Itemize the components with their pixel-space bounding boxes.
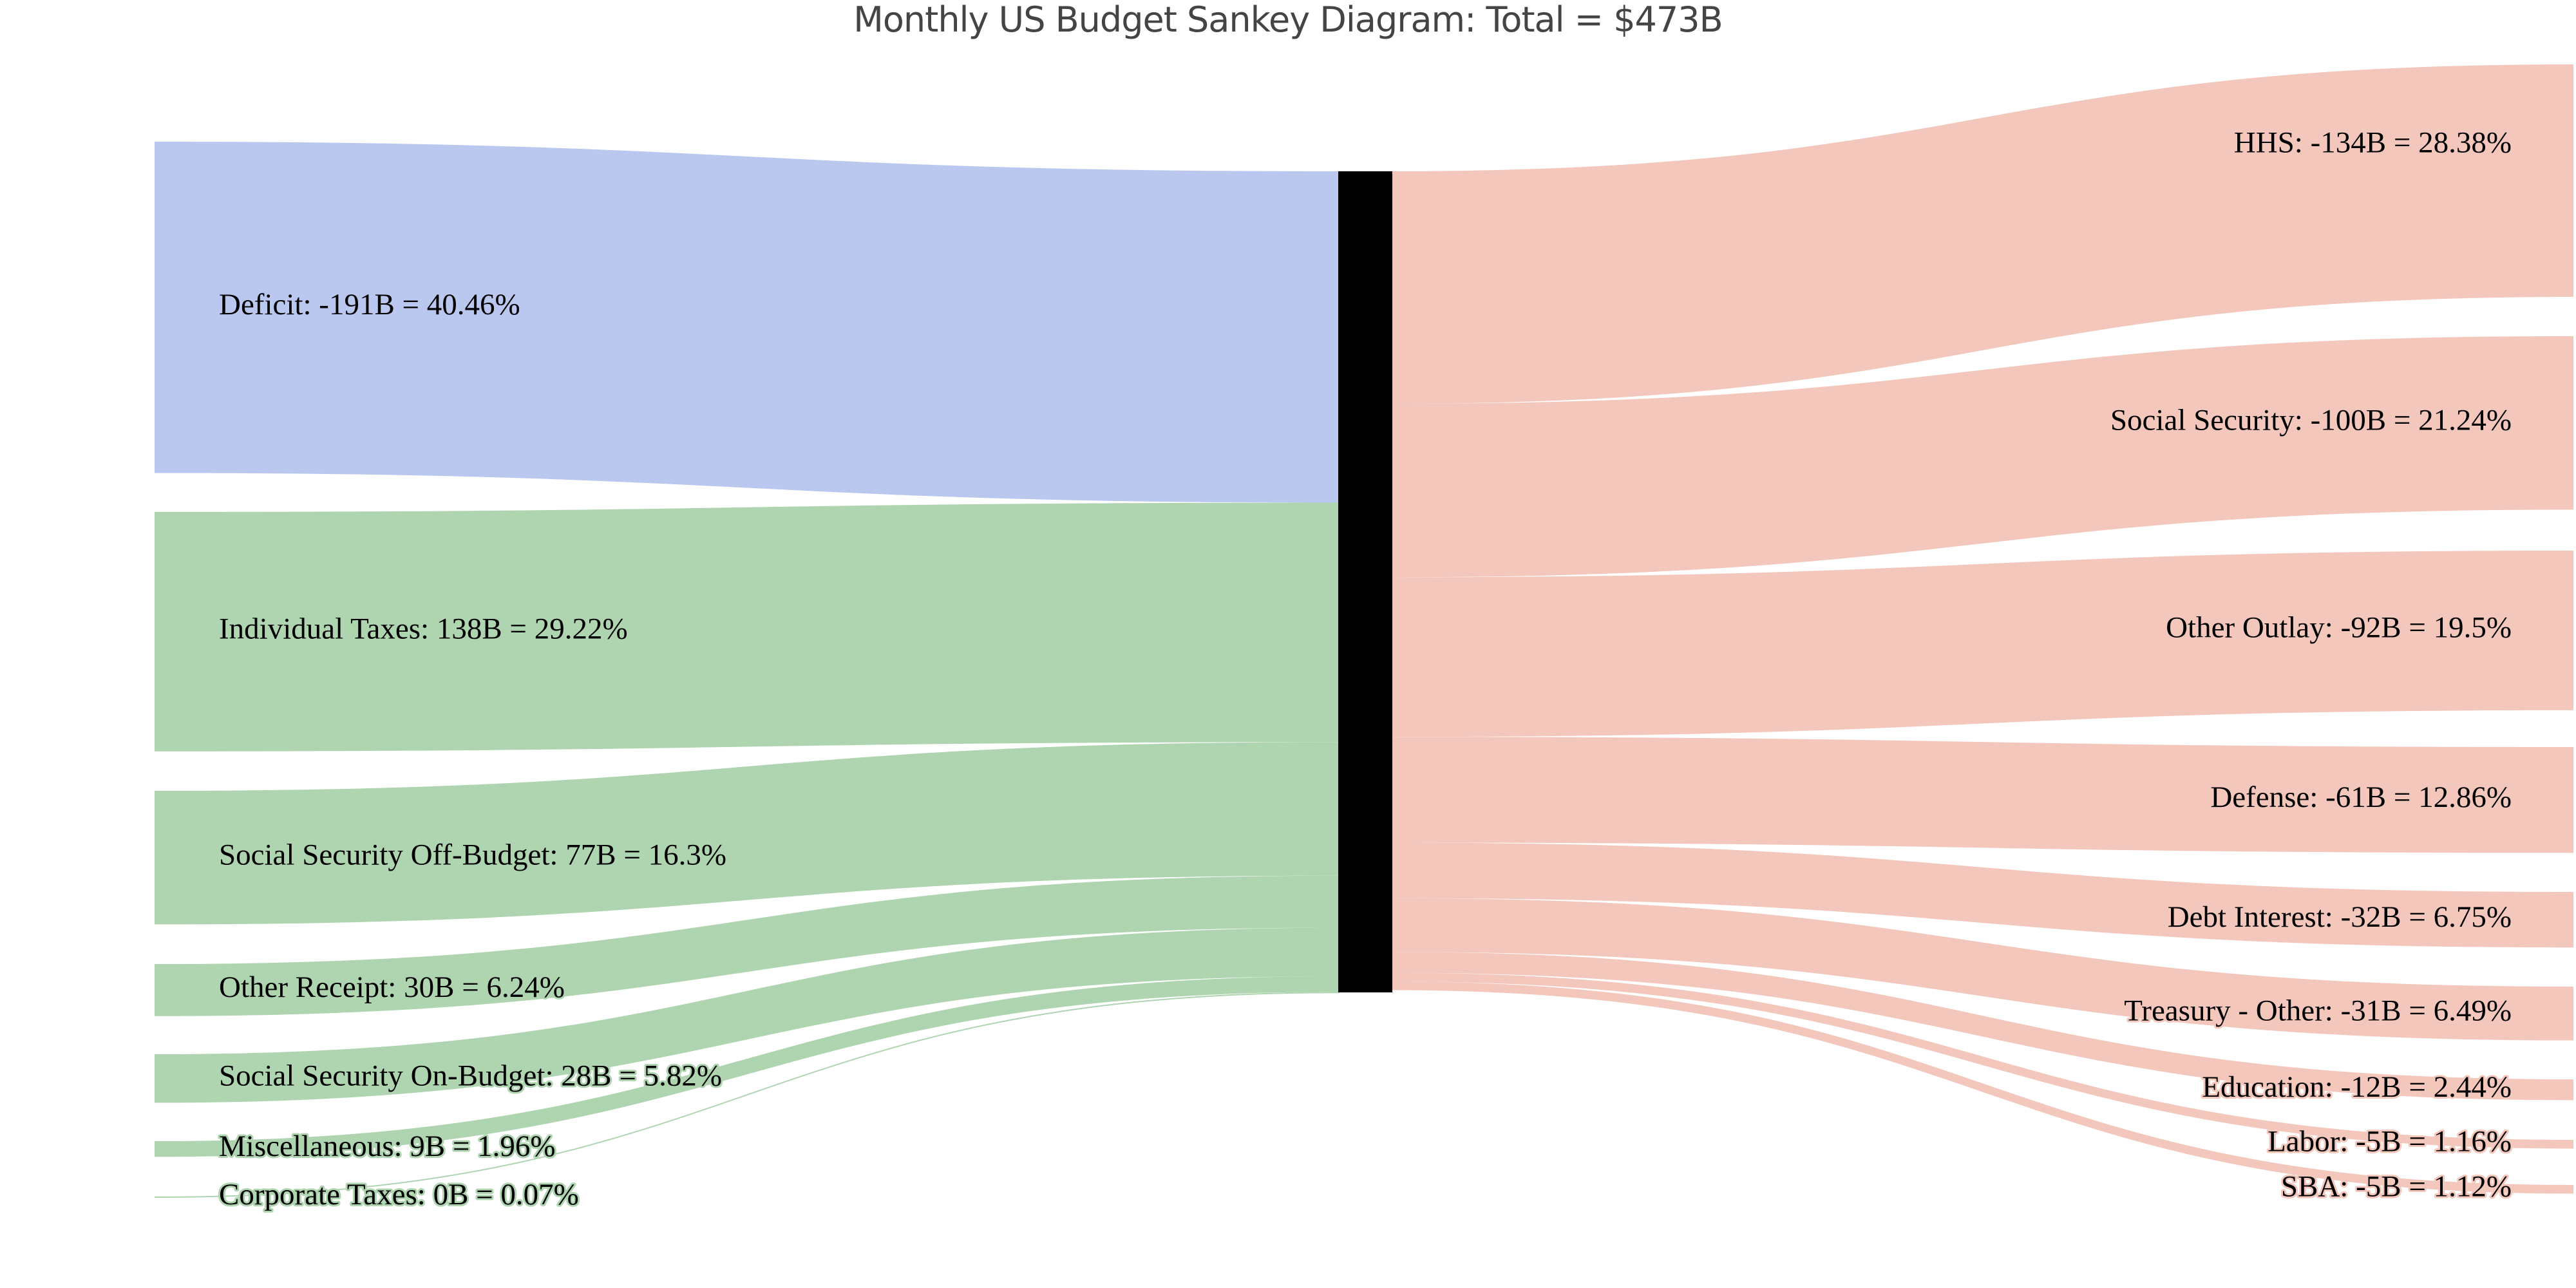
link-sba[interactable] [1391,981,2573,1194]
nodes-group [1338,171,1392,992]
link-education[interactable] [1391,952,2573,1101]
source-label-social-security-on-budget: Social Security On-Budget: 28B = 5.82% [219,1059,722,1092]
labels-group: Deficit: -191B = 40.46% Individual Taxes:… [217,124,2514,1213]
source-label-deficit: Deficit: -191B = 40.46% [219,288,520,321]
link-deficit[interactable] [155,142,1340,503]
source-label-other-receipt: Other Receipt: 30B = 6.24% [219,971,565,1004]
target-label-treasury-other: Treasury - Other: -31B = 6.49% [2124,994,2512,1028]
target-label-social-security: Social Security: -100B = 21.24% [2110,403,2512,437]
link-other-receipt[interactable] [155,875,1340,1016]
link-debt-interest[interactable] [1391,842,2573,948]
source-label-individual-taxes: Individual Taxes: 138B = 29.22% [219,612,628,646]
link-corporate-taxes[interactable] [155,992,1340,1198]
center-node-budget[interactable] [1338,171,1392,992]
target-label-other-outlay: Other Outlay: -92B = 19.5% [2166,611,2512,645]
target-label-labor: Labor: -5B = 1.16% [2268,1125,2512,1159]
link-individual-taxes[interactable] [155,502,1340,752]
link-social-security[interactable] [1391,336,2573,578]
source-label-miscellaneous: Miscellaneous: 9B = 1.96% [219,1130,556,1163]
target-label-education: Education: -12B = 2.44% [2202,1070,2512,1104]
link-miscellaneous[interactable] [155,976,1340,1157]
link-social-security-off-budget[interactable] [155,742,1340,925]
link-labor[interactable] [1391,972,2573,1149]
link-social-security-on-budget[interactable] [155,927,1340,1103]
link-other-outlay[interactable] [1391,551,2573,737]
link-treasury-other[interactable] [1391,898,2573,1041]
target-label-sba: SBA: -5B = 1.12% [2281,1170,2512,1204]
links-group [155,64,2573,1198]
target-label-defense: Defense: -61B = 12.86% [2210,781,2512,814]
target-label-debt-interest: Debt Interest: -32B = 6.75% [2168,900,2512,934]
source-label-corporate-taxes: Corporate Taxes: 0B = 0.07% [219,1178,579,1211]
link-hhs[interactable] [1391,64,2573,404]
target-label-hhs: HHS: -134B = 28.38% [2234,126,2512,159]
chart-title: Monthly US Budget Sankey Diagram: Total … [853,0,1723,40]
source-label-social-security-off-budget: Social Security Off-Budget: 77B = 16.3% [219,838,726,871]
link-defense[interactable] [1391,737,2573,853]
